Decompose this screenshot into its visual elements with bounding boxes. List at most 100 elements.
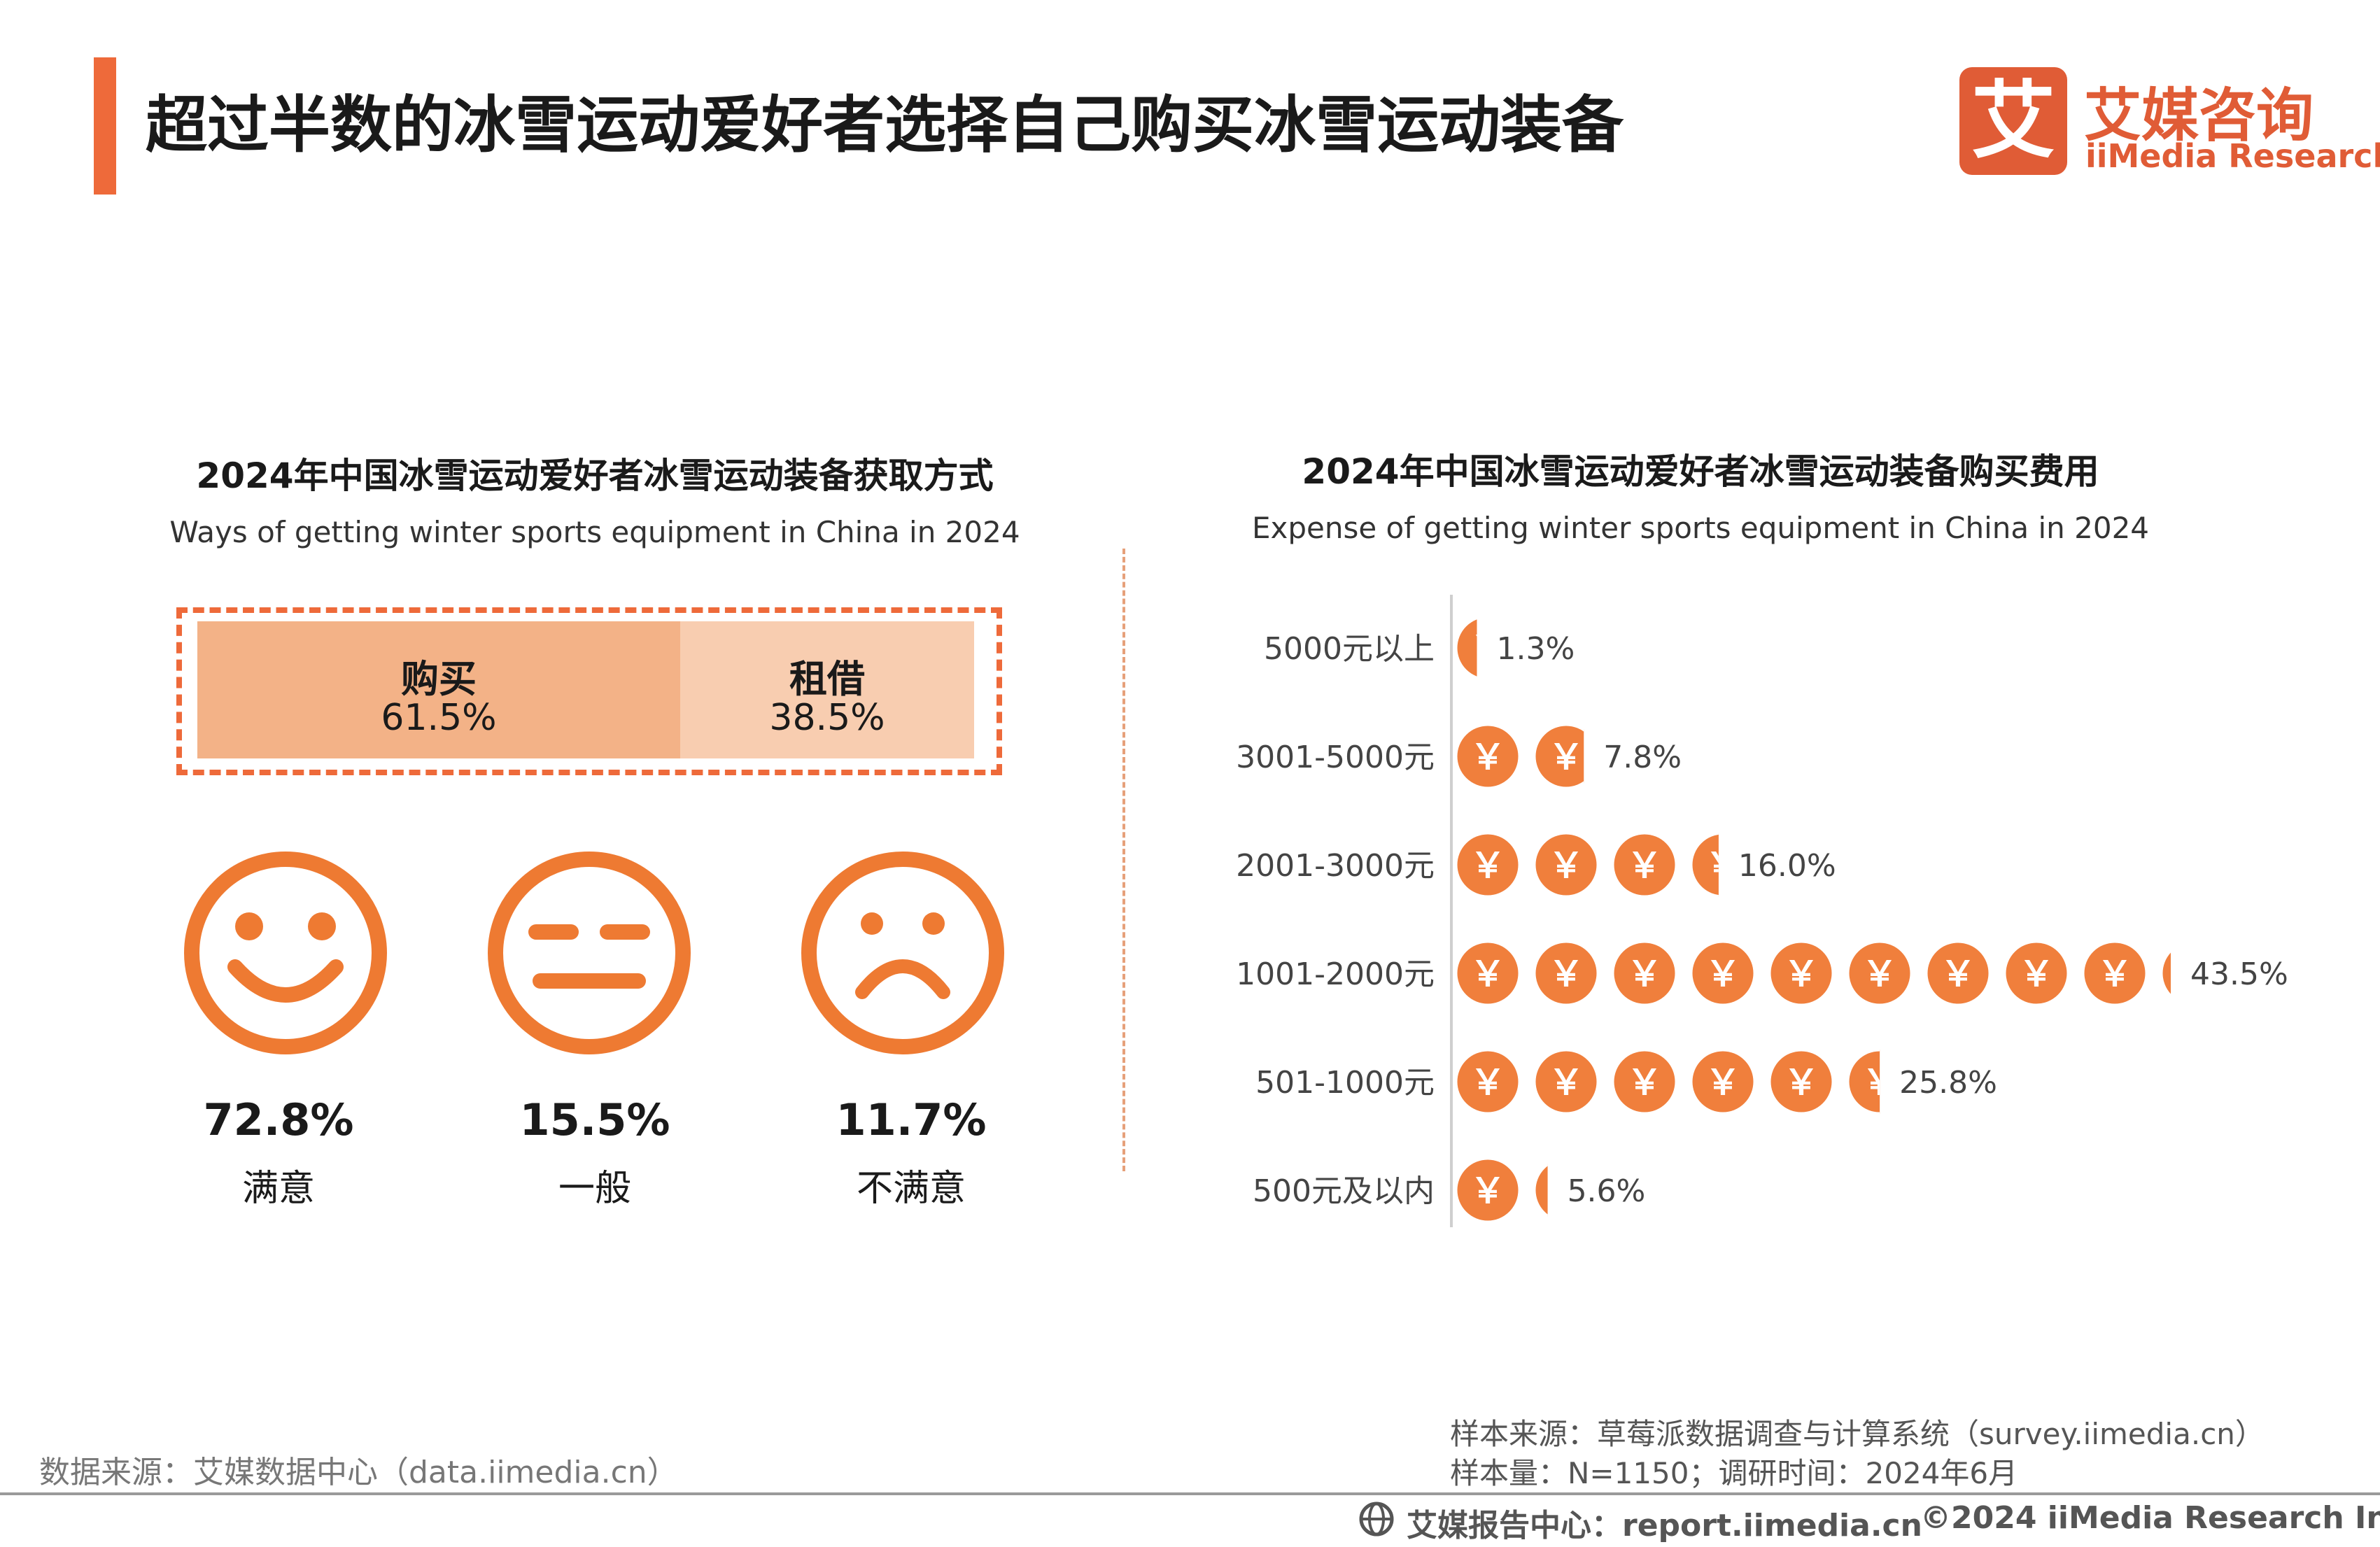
value-label: 25.8%: [1899, 1065, 1997, 1101]
coin-mark: [1456, 1047, 1522, 1116]
coin-symbol: ￥: [1627, 845, 1662, 886]
coin-symbol: ￥: [1705, 845, 1740, 886]
coin-symbol: ￥: [1862, 1062, 1897, 1103]
value-label: 5.6%: [1568, 1173, 1646, 1209]
coin-mark: [1767, 939, 1836, 1008]
coin-mark: [1532, 1161, 1548, 1219]
coin-mark: [1610, 831, 1679, 899]
expense-bar: ￥ ￥ ￥: [1456, 722, 1584, 791]
globe-icon: [1359, 1502, 1394, 1537]
coin-symbol: ￥: [2019, 954, 2054, 994]
acquisition-rent-value: 38.5%: [769, 697, 885, 739]
coin-symbol: ￥: [1470, 737, 1505, 777]
coin-mark: [1610, 1047, 1679, 1116]
copyright: ©2024 iiMedia Research Inc: [1920, 1500, 2380, 1536]
logo-mark-text: 艾: [1971, 73, 2055, 170]
category-label: 500元及以内: [1253, 1173, 1435, 1209]
logo-name-en: iiMedia Research: [2085, 137, 2380, 175]
coin-mark: [1456, 616, 1477, 680]
category-label: 3001-5000元: [1236, 740, 1435, 775]
left-chart-title: 2024年中国冰雪运动爱好者冰雪运动装备获取方式: [196, 455, 994, 496]
coin-symbol: ￥: [1549, 845, 1584, 886]
coin-mark: [2159, 947, 2171, 999]
coin-mark: [1532, 939, 1600, 1008]
coin-mark: [1456, 1156, 1522, 1224]
expense-bar-chart: 5000元以上 ￥ ￥1.3%3001-5000元 ￥ ￥ ￥7.8%2001-3000元…: [1236, 595, 2288, 1227]
coin-mark: [1610, 939, 1679, 1008]
acquisition-rent-label: 租借: [789, 657, 865, 701]
coin-symbol: ￥: [1470, 845, 1505, 886]
page-title: 超过半数的冰雪运动爱好者选择自己购买冰雪运动装备: [146, 89, 1624, 161]
coin-mark: [1689, 831, 1719, 899]
coin-symbol: ￥: [1470, 628, 1505, 669]
expense-bar: ￥ ￥ ￥ ￥ ￥: [1456, 831, 1740, 899]
coin-symbol: ￥: [1862, 954, 1897, 994]
footer-divider: [0, 1492, 2380, 1495]
coin-mark: [1532, 831, 1600, 899]
coin-symbol: ￥: [1784, 1062, 1819, 1103]
coin-symbol: ￥: [1627, 1062, 1662, 1103]
coin-mark: [1689, 1047, 1757, 1116]
coin-mark: [1845, 1047, 1880, 1116]
left-chart-subtitle: Ways of getting winter sports equipment …: [169, 515, 1020, 549]
sample-size: 样本量：N=1150；调研时间：2024年6月: [1450, 1456, 2018, 1490]
satisfied-label: 满意: [241, 1168, 315, 1210]
category-label: 501-1000元: [1255, 1065, 1435, 1101]
report-center-link[interactable]: 艾媒报告中心：report.iimedia.cn: [1407, 1508, 1922, 1544]
coin-symbol: ￥: [2097, 954, 2132, 994]
category-label: 2001-3000元: [1236, 848, 1435, 884]
coin-mark: [2002, 939, 2071, 1008]
coin-symbol: ￥: [1549, 1062, 1584, 1103]
coin-symbol: ￥: [1941, 954, 1976, 994]
coin-symbol: ￥: [1705, 954, 1740, 994]
coin-mark: [1845, 939, 1914, 1008]
coin-mark: [1689, 939, 1757, 1008]
neutral-value: 15.5%: [519, 1094, 670, 1145]
neutral-label: 一般: [558, 1168, 631, 1210]
logo-mark: 艾: [1959, 67, 2067, 175]
expense-bar: ￥ ￥ ￥ ￥ ￥ ￥ ￥ ￥ ￥ ￥ ￥: [1456, 939, 2171, 1008]
value-label: 7.8%: [1603, 740, 1682, 775]
coin-symbol: ￥: [1705, 1062, 1740, 1103]
coin-mark: [1532, 722, 1584, 791]
dissatisfied-label: 不满意: [856, 1168, 966, 1210]
acquisition-rent-segment: 租借 38.5%: [680, 621, 974, 758]
expense-bar: ￥ ￥: [1456, 616, 1505, 680]
value-label: 16.0%: [1738, 848, 1836, 884]
coin-mark: [1456, 722, 1522, 791]
coin-mark: [1924, 939, 1992, 1008]
value-label: 43.5%: [2190, 956, 2288, 992]
coin-symbol: ￥: [1470, 1171, 1505, 1211]
coin-mark: [1767, 1047, 1836, 1116]
coin-mark: [2080, 939, 2149, 1008]
acquisition-buy-segment: 购买 61.5%: [197, 621, 680, 758]
coin-mark: [1456, 831, 1522, 899]
coin-mark: [1456, 939, 1522, 1008]
acquisition-frame: [176, 607, 1002, 775]
value-label: 1.3%: [1497, 631, 1575, 667]
coin-symbol: ￥: [1470, 954, 1505, 994]
data-source: 数据来源：艾媒数据中心（data.iimedia.cn）: [39, 1455, 678, 1490]
panel-divider: [1122, 549, 1125, 1171]
coin-symbol: ￥: [1470, 1062, 1505, 1103]
satisfied-value: 72.8%: [203, 1094, 354, 1145]
category-label: 1001-2000元: [1236, 956, 1435, 992]
right-chart-subtitle: Expense of getting winter sports equipme…: [1251, 511, 2150, 545]
sad-face-icon: [801, 852, 1004, 1054]
right-chart-title: 2024年中国冰雪运动爱好者冰雪运动装备购买费用: [1302, 451, 2099, 492]
sample-source: 样本来源：草莓派数据调查与计算系统（survey.iimedia.cn）: [1450, 1417, 2265, 1451]
title-accent-bar: [94, 57, 116, 195]
expense-bar: ￥ ￥ ￥ ￥ ￥ ￥ ￥: [1456, 1047, 1897, 1116]
acquisition-buy-label: 购买: [401, 657, 477, 701]
coin-mark: [1532, 1047, 1600, 1116]
coin-symbol: ￥: [1549, 737, 1584, 777]
logo-name-cn: 艾媒咨询: [2084, 83, 2314, 149]
neutral-face-icon: [488, 852, 691, 1054]
coin-symbol: ￥: [1549, 954, 1584, 994]
smile-face-icon: [184, 852, 387, 1054]
acquisition-buy-value: 61.5%: [381, 697, 497, 739]
coin-symbol: ￥: [1627, 954, 1662, 994]
expense-bar: ￥ ￥ ￥: [1456, 1156, 1548, 1224]
coin-symbol: ￥: [1784, 954, 1819, 994]
dissatisfied-value: 11.7%: [836, 1094, 987, 1145]
